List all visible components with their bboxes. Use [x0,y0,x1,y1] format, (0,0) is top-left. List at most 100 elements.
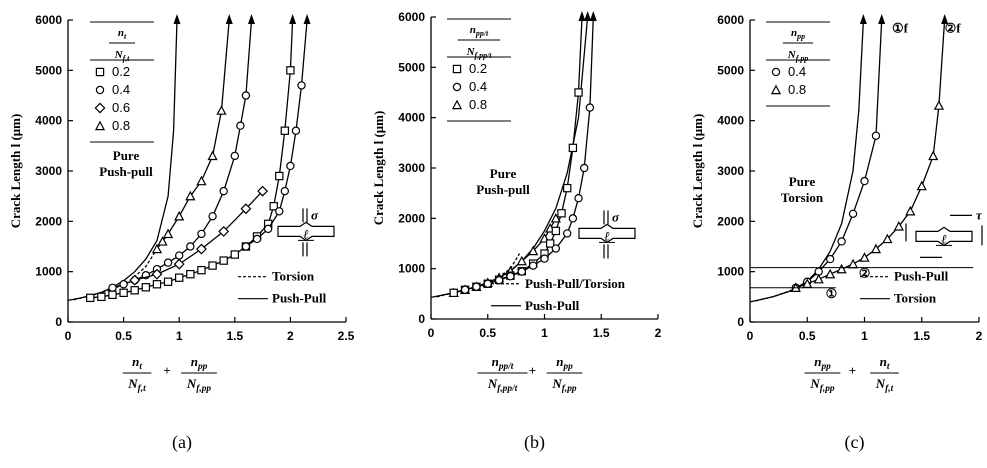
panel-b-x-label-term1-numerator-sub: pp/t [498,362,514,372]
panel-b-series-4-point [540,254,549,263]
panel-b-series-3-point [545,239,555,248]
panel-c-x-label-term1-denominator-sub: f,pp [820,384,835,394]
panel-c-legend-header-numerator-sub: pp [796,32,805,41]
panel-c-curve-label-1: ①f [892,21,909,36]
panel-a-legend-label: 0.2 [112,64,130,79]
panel-b-x-label-term2-denominator-sub: f,pp [562,384,577,394]
panel-c-x-tick-label: 1.5 [913,329,930,343]
panel-a: 0 0.5 1 1.5 2 2.5 0 1000 2000 3000 4000 5000 6000 Cra… [8,13,355,453]
panel-a-series-5-point [208,261,217,270]
panel-c-series-3-arrowhead [941,14,949,24]
panel-b-y-tick-label: 5000 [398,60,425,74]
panel-a-series-3-point [163,258,173,267]
panel-a-series-3-point [186,242,195,251]
panel-b-series-4-point [472,282,481,291]
panel-b: 0 0.5 1 1.5 2 0 1000 2000 3000 4000 5000 6000 Crack … [371,10,662,453]
panel-c-x-tick-label: 2 [976,329,983,343]
panel-b-series-4-point [568,214,578,223]
panel-a-series-2-line [156,19,230,250]
panel-c-series-3-point [870,243,882,254]
panel-c-x-label-term2-numerator: nt [880,354,890,372]
panel-b-line-legend: Push-Pull/Torsion Push-Pull [491,276,626,313]
panel-c-y-tick-label: 2000 [717,214,744,228]
panel-a-y-tick-label: 3000 [35,164,62,178]
panel-b-series-2-point [528,245,539,256]
panel-a-series-4-point [218,225,230,237]
panel-a-legend-label: 0.8 [112,118,130,133]
panel-b-length-label: ℓ [604,228,610,243]
panel-b-series-3-arrowhead [578,11,586,21]
panel-b-legend-label: 0.2 [469,61,487,76]
panel-a-x-label-term1-denominator-sub: f,t [138,384,146,394]
panel-a-series-6-point [241,242,251,251]
panel-b-x-label: npp/t Nf,pp/t + npp Nf,pp [477,354,583,394]
panel-a-series-4-point [240,203,252,215]
panel-b-series-4-point [460,285,470,295]
panel-b-legend-header-numerator-sub: pp/t [475,29,489,38]
panel-a-series-5-line [90,19,294,299]
panel-a-stress-label: σ [311,207,319,222]
panel-a-legend-note: Push-pull [99,164,153,179]
panel-a-series-5-point [197,265,206,275]
panel-b-series-3-point [568,143,578,153]
panel-b-legend-marker-circle [452,82,462,92]
panel-c-legend-label: 0.8 [788,82,806,97]
panel-a-series-2-point [174,210,185,221]
panel-c-series-3-point [882,233,893,244]
panel-c-series-0-arrowhead [859,14,867,24]
panel-a-x-tick-label: 1.5 [226,329,243,343]
panel-a-legend-header-numerator: nt [118,27,127,41]
panel-a-series-6-point [275,207,284,216]
panel-b-pure-label: Push-pull [476,182,530,197]
panel-c-y-tick-label: 5000 [717,63,744,77]
panel-a-caption: (a) [172,432,192,453]
panel-a-x-label-term1-denominator: Nf,t [127,376,146,394]
panel-a-series-5-point [130,286,139,295]
panel-a-legend-note: Pure [113,148,140,163]
panel-b-series-3-point [449,288,458,298]
panel-b-x-tick-label: 1 [541,326,548,340]
panel-a-x-tick-label: 1 [176,329,183,343]
panel-a-x-label-term1-numerator: nt [132,354,142,372]
panel-c-caption: (c) [845,432,865,453]
panel-b-legend-label: 0.8 [469,97,487,112]
panel-b-x-tick-label: 2 [655,326,662,340]
panel-a-series-6-point [291,126,301,135]
panel-c-stress-label: τ [976,207,983,222]
panel-b-x-label-term2-numerator: npp [556,354,573,372]
panel-c-line-legend-label: Torsion [894,291,937,306]
panel-c-line-legend: Push-Pull Torsion [860,269,949,306]
panel-c-y-tick-label: 6000 [717,13,744,27]
panel-b-x-tick-label: 0.5 [479,326,496,340]
panel-b-series-3-point [551,226,561,236]
panel-b-series-4-point [551,244,561,253]
panel-c-series-3-point [847,258,859,269]
panel-a-series-3-point [219,186,228,196]
panel-b-legend-header-denominator-sub: f,pp/t [475,51,493,60]
panel-a-series-3-point [241,91,251,100]
panel-b-series-4-point [528,261,538,270]
panel-a-series-3-point [230,151,239,161]
panel-b-legend-marker-triangle [451,99,463,110]
panel-a-series-3-point [208,212,217,221]
panel-a-line-legend-label: Push-Pull [272,291,327,306]
panel-b-pure-label: Pure [490,166,517,181]
panel-a-legend-marker-triangle [94,120,106,131]
panel-b-y-tick-label: 3000 [398,161,425,175]
panel-c-x-tick-label: 0.5 [799,329,816,343]
panel-a-series-2-point [151,243,163,254]
panel-c-series-2-point [825,254,835,264]
panel-a-length-label: ℓ [303,226,309,241]
panel-a-y-tick-label: 6000 [35,13,62,27]
panel-a-y-label: Crack Length l (μm) [8,114,23,229]
panel-a-series-2-arrowhead [225,14,233,24]
panel-a-series-5-point [275,171,284,181]
panel-a-series-2-point [185,190,196,201]
panel-c-legend-header-denominator: Nf,pp [787,49,809,63]
panel-a-series-5-point [119,288,128,298]
panel-c-y-tick-label: 3000 [717,164,744,178]
panel-c-y-label: Crack Length l (μm) [690,114,705,229]
panel-c-y-tick-label: 4000 [717,114,744,128]
panel-c-pure-label: Torsion [781,190,824,205]
